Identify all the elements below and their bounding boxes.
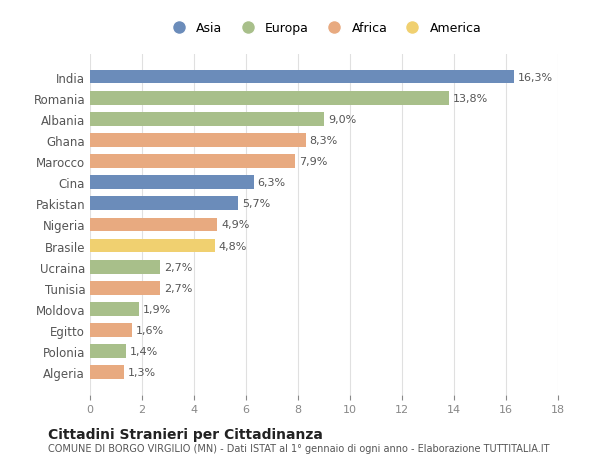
Text: 7,9%: 7,9% <box>299 157 328 167</box>
Text: 1,9%: 1,9% <box>143 304 172 314</box>
Text: 4,8%: 4,8% <box>219 241 247 251</box>
Bar <box>90 92 449 105</box>
Bar <box>90 239 215 253</box>
Bar <box>90 71 514 84</box>
Bar <box>90 218 217 232</box>
Text: COMUNE DI BORGO VIRGILIO (MN) - Dati ISTAT al 1° gennaio di ogni anno - Elaboraz: COMUNE DI BORGO VIRGILIO (MN) - Dati IST… <box>48 443 550 453</box>
Text: 2,7%: 2,7% <box>164 283 193 293</box>
Bar <box>90 134 306 147</box>
Bar <box>90 112 324 126</box>
Bar <box>90 302 139 316</box>
Text: 13,8%: 13,8% <box>453 94 488 103</box>
Bar <box>90 281 160 295</box>
Legend: Asia, Europa, Africa, America: Asia, Europa, Africa, America <box>161 17 487 40</box>
Text: 1,4%: 1,4% <box>130 347 158 356</box>
Bar <box>90 345 127 358</box>
Text: Cittadini Stranieri per Cittadinanza: Cittadini Stranieri per Cittadinanza <box>48 427 323 441</box>
Bar <box>90 176 254 190</box>
Text: 6,3%: 6,3% <box>258 178 286 188</box>
Bar <box>90 197 238 211</box>
Text: 8,3%: 8,3% <box>310 135 338 146</box>
Bar <box>90 366 124 379</box>
Text: 1,6%: 1,6% <box>136 325 164 335</box>
Text: 5,7%: 5,7% <box>242 199 271 209</box>
Bar <box>90 260 160 274</box>
Text: 2,7%: 2,7% <box>164 262 193 272</box>
Text: 1,3%: 1,3% <box>128 368 156 377</box>
Bar <box>90 324 131 337</box>
Text: 4,9%: 4,9% <box>221 220 250 230</box>
Text: 9,0%: 9,0% <box>328 115 356 124</box>
Bar <box>90 155 295 168</box>
Text: 16,3%: 16,3% <box>518 73 553 82</box>
